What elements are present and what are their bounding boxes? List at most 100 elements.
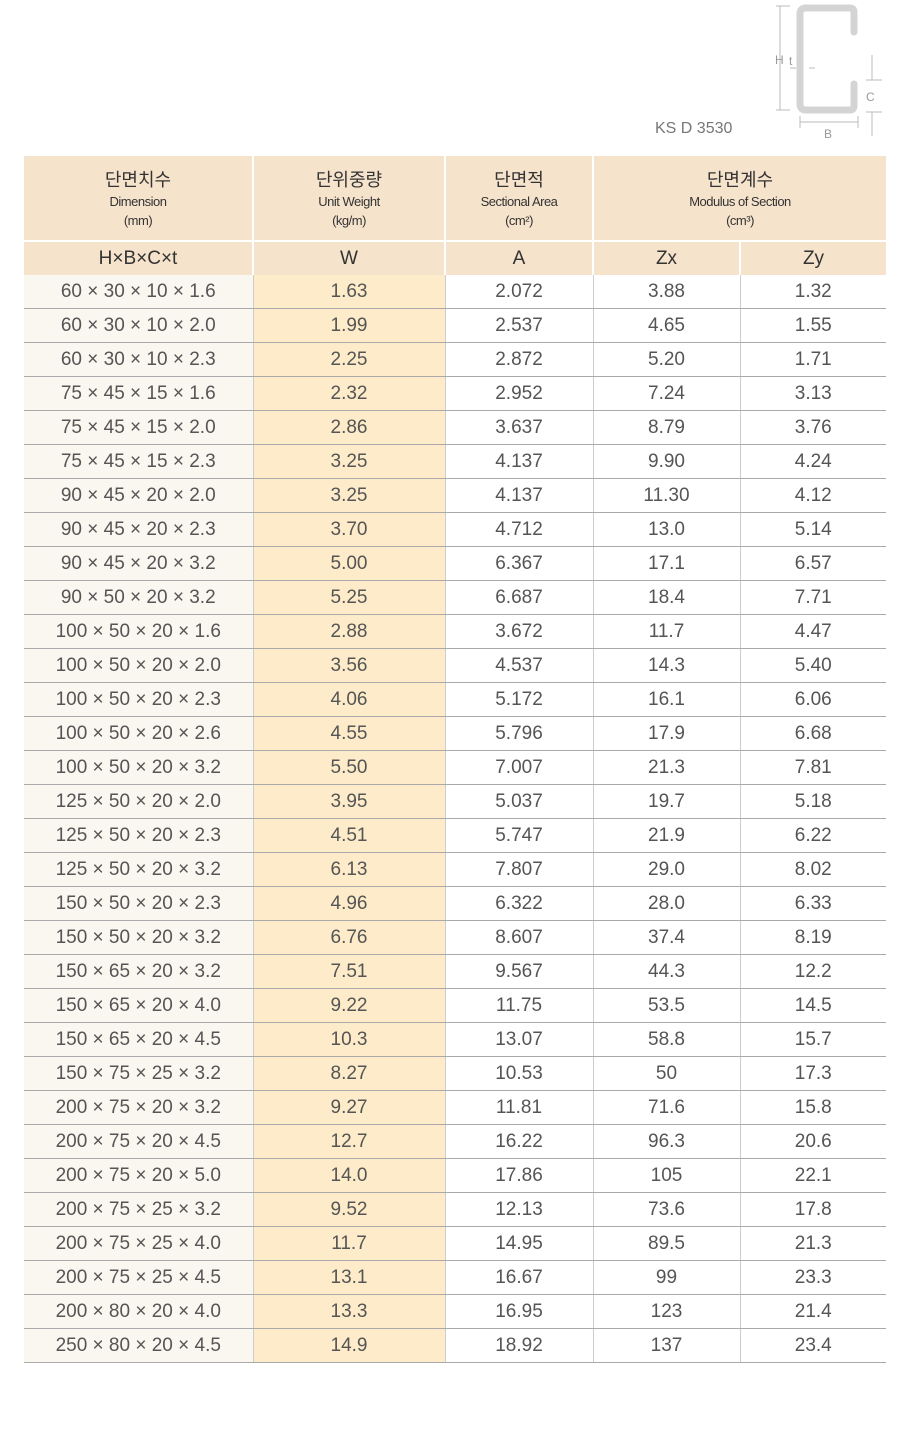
cell-zy: 5.18 <box>740 784 887 819</box>
table-row: 150 × 65 × 20 × 4.0 9.22 11.75 53.5 14.5 <box>24 988 887 1023</box>
cell-weight: 5.25 <box>253 580 446 615</box>
cell-zy: 20.6 <box>740 1124 887 1159</box>
cell-weight: 10.3 <box>253 1022 446 1057</box>
cell-zy: 1.71 <box>740 342 887 377</box>
cell-zy: 6.22 <box>740 818 887 853</box>
cell-weight: 3.56 <box>253 648 446 683</box>
table-row: 100 × 50 × 20 × 1.6 2.88 3.672 11.7 4.47 <box>24 614 887 649</box>
cell-zy: 1.32 <box>740 275 887 309</box>
table-row: 75 × 45 × 15 × 2.0 2.86 3.637 8.79 3.76 <box>24 410 887 445</box>
cell-dimension: 100 × 50 × 20 × 2.0 <box>24 648 254 683</box>
cell-area: 6.367 <box>445 546 594 581</box>
cell-weight: 6.13 <box>253 852 446 887</box>
table-row: 200 × 80 × 20 × 4.0 13.3 16.95 123 21.4 <box>24 1294 887 1329</box>
cell-dimension: 125 × 50 × 20 × 2.0 <box>24 784 254 819</box>
cell-zx: 137 <box>593 1328 741 1363</box>
cell-weight: 2.32 <box>253 376 446 411</box>
cell-area: 5.172 <box>445 682 594 717</box>
cell-zx: 123 <box>593 1294 741 1329</box>
cell-zy: 8.19 <box>740 920 887 955</box>
cell-zx: 99 <box>593 1260 741 1295</box>
cell-zx: 4.65 <box>593 308 741 343</box>
cell-area: 16.22 <box>445 1124 594 1159</box>
cell-zx: 7.24 <box>593 376 741 411</box>
cell-dimension: 90 × 45 × 20 × 2.3 <box>24 512 254 547</box>
cell-area: 11.81 <box>445 1090 594 1125</box>
cell-weight: 14.0 <box>253 1158 446 1193</box>
cell-weight: 5.50 <box>253 750 446 785</box>
table-row: 100 × 50 × 20 × 2.0 3.56 4.537 14.3 5.40 <box>24 648 887 683</box>
cell-zx: 89.5 <box>593 1226 741 1261</box>
cell-area: 6.687 <box>445 580 594 615</box>
cell-zx: 16.1 <box>593 682 741 717</box>
table-row: 60 × 30 × 10 × 2.0 1.99 2.537 4.65 1.55 <box>24 308 887 343</box>
table-row: 125 × 50 × 20 × 2.0 3.95 5.037 19.7 5.18 <box>24 784 887 819</box>
table-row: 125 × 50 × 20 × 2.3 4.51 5.747 21.9 6.22 <box>24 818 887 853</box>
table-row: 75 × 45 × 15 × 2.3 3.25 4.137 9.90 4.24 <box>24 444 887 479</box>
table-row: 90 × 45 × 20 × 2.3 3.70 4.712 13.0 5.14 <box>24 512 887 547</box>
cell-zx: 71.6 <box>593 1090 741 1125</box>
cell-dimension: 200 × 75 × 25 × 3.2 <box>24 1192 254 1227</box>
symbol-dimension: H×B×C×t <box>24 240 254 275</box>
table-row: 200 × 75 × 25 × 4.0 11.7 14.95 89.5 21.3 <box>24 1226 887 1261</box>
cell-area: 5.796 <box>445 716 594 751</box>
symbol-zx: Zx <box>593 240 741 275</box>
cell-zx: 44.3 <box>593 954 741 989</box>
cell-weight: 3.25 <box>253 478 446 513</box>
cell-dimension: 200 × 80 × 20 × 4.0 <box>24 1294 254 1329</box>
cell-zx: 5.20 <box>593 342 741 377</box>
table-row: 100 × 50 × 20 × 2.3 4.06 5.172 16.1 6.06 <box>24 682 887 717</box>
cell-dimension: 100 × 50 × 20 × 3.2 <box>24 750 254 785</box>
cell-weight: 13.3 <box>253 1294 446 1329</box>
cell-weight: 2.25 <box>253 342 446 377</box>
cell-weight: 3.25 <box>253 444 446 479</box>
table-row: 100 × 50 × 20 × 2.6 4.55 5.796 17.9 6.68 <box>24 716 887 751</box>
cell-weight: 6.76 <box>253 920 446 955</box>
cell-dimension: 200 × 75 × 20 × 5.0 <box>24 1158 254 1193</box>
cell-zx: 3.88 <box>593 275 741 309</box>
symbol-w: W <box>253 240 446 275</box>
table-row: 75 × 45 × 15 × 1.6 2.32 2.952 7.24 3.13 <box>24 376 887 411</box>
standard-label: KS D 3530 <box>655 120 733 137</box>
h-label: H <box>775 53 784 67</box>
header-modulus: 단면계수 Modulus of Section (cm³) <box>593 156 887 241</box>
cell-dimension: 75 × 45 × 15 × 1.6 <box>24 376 254 411</box>
cell-dimension: 200 × 75 × 20 × 4.5 <box>24 1124 254 1159</box>
table-row: 90 × 50 × 20 × 3.2 5.25 6.687 18.4 7.71 <box>24 580 887 615</box>
table-row: 250 × 80 × 20 × 4.5 14.9 18.92 137 23.4 <box>24 1328 887 1363</box>
cell-zy: 23.4 <box>740 1328 887 1363</box>
cell-area: 2.072 <box>445 275 594 309</box>
table-row: 150 × 50 × 20 × 2.3 4.96 6.322 28.0 6.33 <box>24 886 887 921</box>
cell-zy: 3.76 <box>740 410 887 445</box>
cell-weight: 3.70 <box>253 512 446 547</box>
cell-zy: 15.7 <box>740 1022 887 1057</box>
cell-zy: 6.33 <box>740 886 887 921</box>
cell-area: 2.952 <box>445 376 594 411</box>
cell-dimension: 125 × 50 × 20 × 3.2 <box>24 852 254 887</box>
cell-dimension: 60 × 30 × 10 × 2.0 <box>24 308 254 343</box>
cell-zy: 23.3 <box>740 1260 887 1295</box>
cell-zy: 1.55 <box>740 308 887 343</box>
cell-zx: 73.6 <box>593 1192 741 1227</box>
cell-dimension: 250 × 80 × 20 × 4.5 <box>24 1328 254 1363</box>
cell-weight: 1.99 <box>253 308 446 343</box>
cell-zy: 12.2 <box>740 954 887 989</box>
table-row: 150 × 65 × 20 × 4.5 10.3 13.07 58.8 15.7 <box>24 1022 887 1057</box>
cell-weight: 11.7 <box>253 1226 446 1261</box>
cell-zx: 8.79 <box>593 410 741 445</box>
cell-weight: 1.63 <box>253 275 446 309</box>
cell-zx: 96.3 <box>593 1124 741 1159</box>
cell-area: 6.322 <box>445 886 594 921</box>
table-row: 200 × 75 × 20 × 3.2 9.27 11.81 71.6 15.8 <box>24 1090 887 1125</box>
cell-weight: 4.06 <box>253 682 446 717</box>
cell-area: 13.07 <box>445 1022 594 1057</box>
cell-area: 16.67 <box>445 1260 594 1295</box>
cell-zx: 58.8 <box>593 1022 741 1057</box>
cell-weight: 12.7 <box>253 1124 446 1159</box>
cell-weight: 4.55 <box>253 716 446 751</box>
cell-zx: 18.4 <box>593 580 741 615</box>
cell-dimension: 75 × 45 × 15 × 2.0 <box>24 410 254 445</box>
cell-dimension: 100 × 50 × 20 × 2.6 <box>24 716 254 751</box>
cell-weight: 4.96 <box>253 886 446 921</box>
cell-zy: 5.14 <box>740 512 887 547</box>
